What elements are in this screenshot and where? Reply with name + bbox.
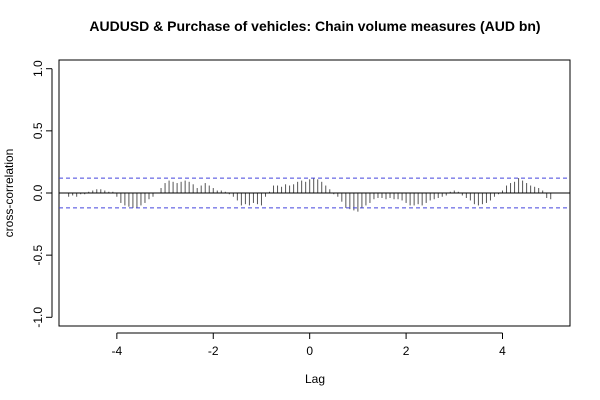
y-tick-label: 0.0: [31, 184, 45, 201]
x-tick-label: 2: [403, 344, 410, 358]
y-tick-label: -0.5: [31, 244, 45, 265]
chart-title: AUDUSD & Purchase of vehicles: Chain vol…: [89, 18, 540, 34]
x-tick-label: 4: [499, 344, 506, 358]
x-axis: -4 -2 0 2 4: [112, 332, 506, 358]
x-tick-label: -4: [112, 344, 123, 358]
y-axis-label: cross-correlation: [2, 149, 16, 238]
x-tick-label: -2: [208, 344, 219, 358]
x-tick-label: 0: [306, 344, 313, 358]
y-axis: -1.0 -0.5 0.0 0.5 1.0: [31, 60, 53, 328]
correlation-bars: [68, 178, 552, 212]
x-axis-label: Lag: [305, 372, 325, 386]
y-tick-label: 1.0: [31, 60, 45, 77]
y-tick-label: 0.5: [31, 122, 45, 139]
y-tick-label: -1.0: [31, 307, 45, 328]
